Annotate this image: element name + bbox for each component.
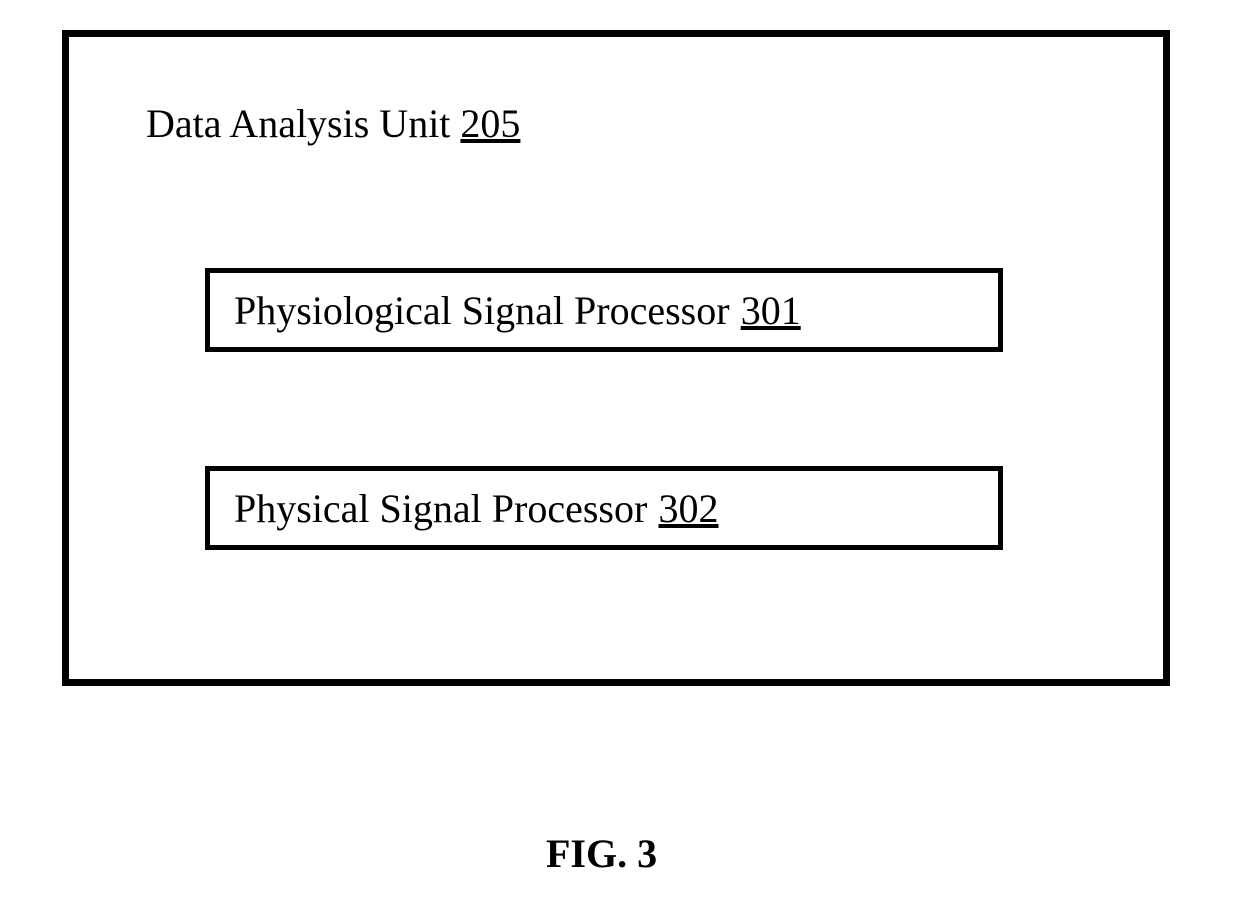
block-label: Physiological Signal Processor [234, 287, 730, 334]
diagram-title-number: 205 [460, 100, 520, 147]
block-physical-signal-processor: Physical Signal Processor 302 [205, 466, 1003, 550]
block-number: 302 [659, 485, 719, 532]
figure-caption: FIG. 3 [546, 830, 657, 877]
block-physiological-signal-processor: Physiological Signal Processor 301 [205, 268, 1003, 352]
block-label: Physical Signal Processor [234, 485, 647, 532]
diagram-title-text: Data Analysis Unit [146, 100, 450, 147]
block-number: 301 [741, 287, 801, 334]
diagram-title: Data Analysis Unit 205 [146, 100, 520, 147]
